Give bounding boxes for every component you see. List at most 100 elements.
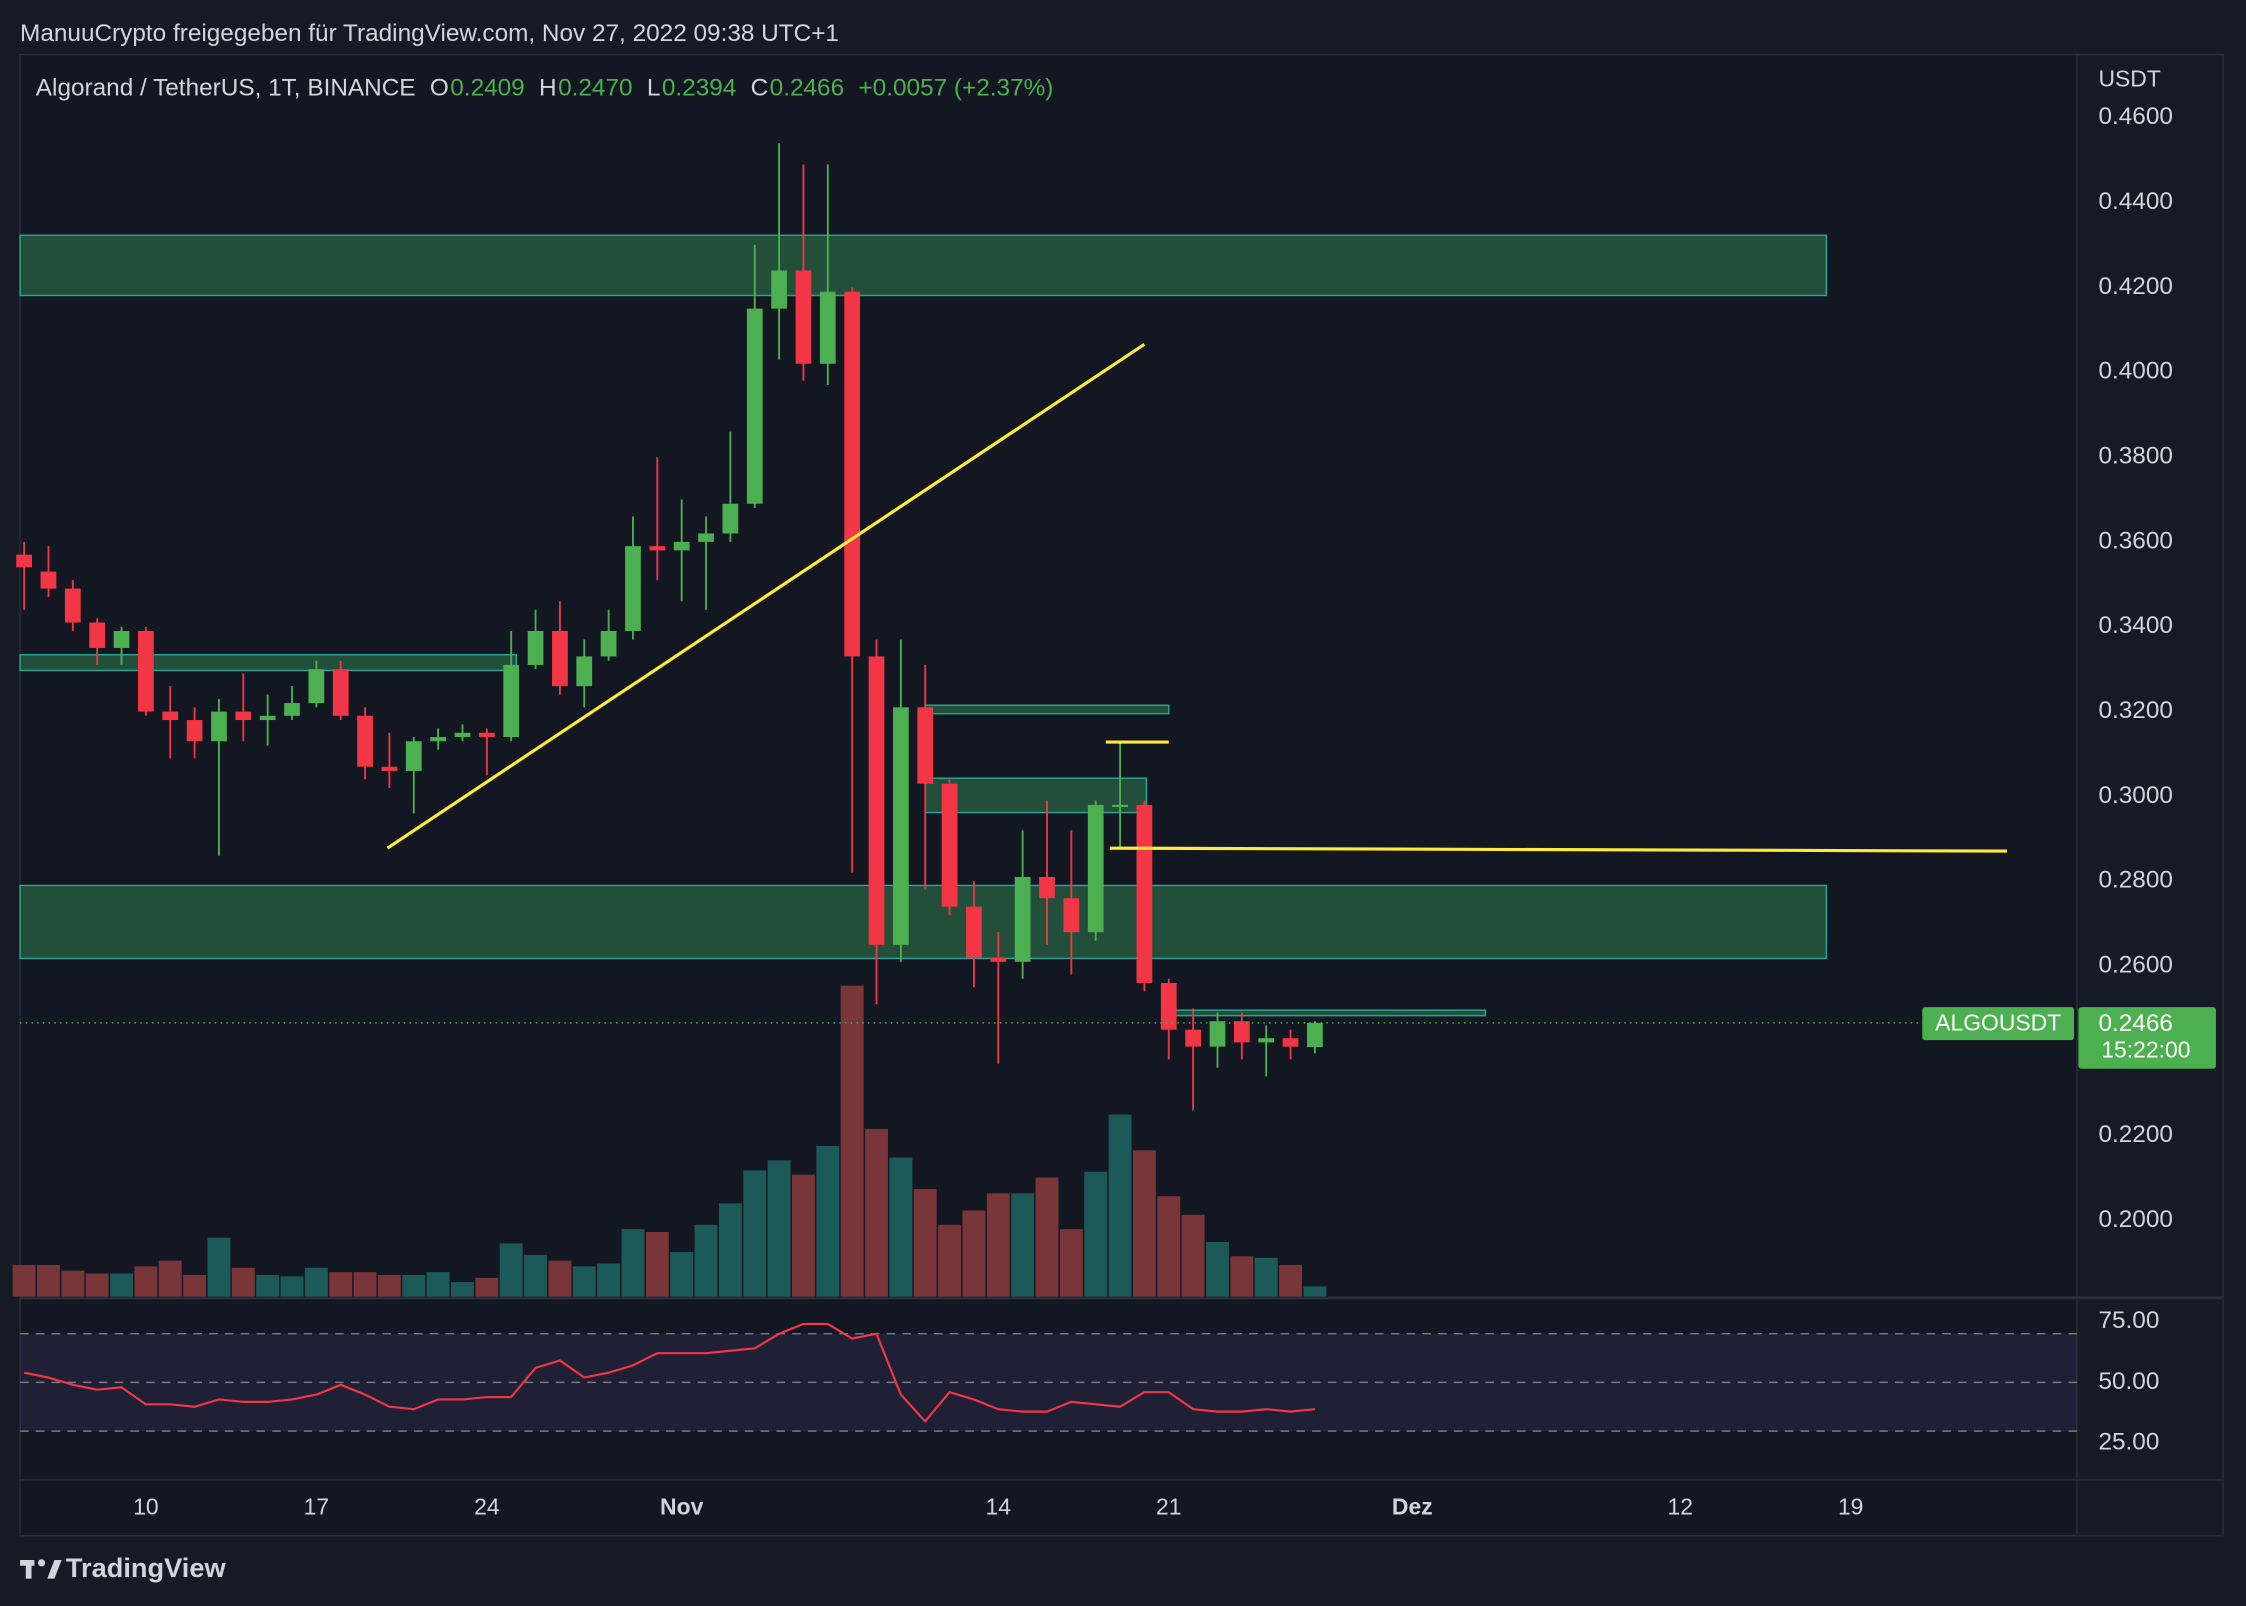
candle-body (746, 308, 763, 504)
legend-key: H (539, 74, 557, 101)
volume-bar (158, 1260, 182, 1297)
candle-body (162, 711, 179, 721)
volume-bar (1035, 1177, 1059, 1297)
y-tick-label: 0.4400 (2098, 188, 2172, 215)
symbol-label: ALGOUSDT (1935, 1009, 2061, 1035)
y-tick-label: 0.4000 (2098, 358, 2172, 385)
legend-value: 0.2470 (558, 74, 632, 101)
drawn-line (386, 342, 1146, 850)
x-tick-label: Nov (660, 1494, 704, 1520)
candle-body (673, 541, 690, 551)
candle-body (89, 622, 106, 648)
candle-body (892, 707, 909, 945)
candle-body (576, 656, 593, 687)
brand: TradingView (66, 1552, 227, 1583)
y-tick-label: 0.2800 (2098, 867, 2172, 894)
candle-body (625, 546, 641, 631)
volume-bar (986, 1193, 1010, 1297)
legend-value: 0.2394 (662, 74, 736, 101)
candle-body (941, 783, 958, 907)
candle-body (430, 737, 447, 742)
candle-body (478, 732, 495, 738)
candle-body (357, 715, 373, 767)
volume-bar (1206, 1242, 1229, 1297)
y-tick-label: 25.00 (2098, 1429, 2159, 1456)
volume-bar (743, 1170, 767, 1297)
candle-body (16, 554, 32, 568)
volume-bar (1254, 1257, 1278, 1297)
volume-bar (913, 1189, 937, 1297)
x-tick-label: 10 (133, 1494, 158, 1520)
candle-body (600, 630, 617, 657)
rsi-line (23, 1322, 1316, 1424)
logo-part (47, 1560, 62, 1579)
x-tick-label: 24 (474, 1494, 500, 1520)
volume-bar (1059, 1229, 1083, 1297)
candle-body (1307, 1022, 1323, 1048)
candle-body (40, 571, 57, 589)
volume-bar (377, 1274, 401, 1297)
legend-value: 0.2466 (770, 74, 844, 101)
y-tick-label: 0.3800 (2098, 443, 2172, 470)
volume-bar (304, 1267, 328, 1297)
candle-body (1136, 804, 1153, 984)
candle-body (698, 533, 714, 542)
legend-key: C (751, 74, 769, 101)
y-tick-label: 0.4600 (2098, 103, 2172, 130)
volume-bar (548, 1260, 572, 1297)
candle-body (211, 711, 227, 742)
volume-bar (962, 1210, 986, 1297)
volume-bar (280, 1276, 304, 1297)
x-tick-label: 14 (986, 1494, 1012, 1520)
candle-body (1039, 876, 1055, 899)
zone (19, 234, 1828, 297)
candle-body (1160, 983, 1177, 1030)
volume-bar (694, 1224, 718, 1297)
legend-title: Algorand / TetherUS, 1T, BINANCE (36, 74, 416, 101)
candle-body (138, 630, 154, 712)
candle-body (966, 906, 982, 958)
volume-bar (767, 1160, 791, 1297)
candle-body (868, 656, 885, 945)
volume-bar (1108, 1114, 1132, 1297)
drawn-line (1109, 846, 2007, 853)
volume-bar (207, 1237, 231, 1297)
candle-body (381, 766, 398, 771)
volume-bar (134, 1266, 158, 1297)
y-tick-label: 0.3600 (2098, 527, 2172, 554)
logo (20, 1559, 62, 1579)
volume-bar (718, 1203, 742, 1297)
candle-body (771, 270, 787, 309)
volume-bar (12, 1264, 36, 1297)
x-tick-label: 21 (1156, 1494, 1181, 1520)
price-label: 0.2466 (2098, 1010, 2172, 1037)
candle-body (1063, 898, 1080, 933)
y-tick-label: 0.2000 (2098, 1206, 2172, 1233)
volume-bar (37, 1264, 60, 1297)
volume-bar (256, 1274, 280, 1297)
y-tick-label: 50.00 (2098, 1368, 2159, 1395)
candle-body (527, 630, 544, 665)
candle-body (259, 715, 276, 721)
zone (19, 884, 1828, 960)
y-tick-label: 0.3200 (2098, 697, 2172, 724)
price-label-box (2078, 1007, 2216, 1069)
header-title: ManuuCrypto freigegeben für TradingView.… (20, 20, 839, 47)
volume-bar (1084, 1171, 1108, 1297)
candle-body (1209, 1021, 1226, 1047)
zone (924, 704, 1170, 715)
volume-bar (816, 1146, 840, 1297)
volume-bar (621, 1229, 645, 1297)
volume-bar (85, 1273, 109, 1297)
volume-bar (938, 1224, 962, 1297)
candle-body (795, 270, 812, 364)
y-tick-label: 75.00 (2098, 1307, 2159, 1334)
candle-body (722, 503, 739, 534)
volume-bar (61, 1270, 85, 1297)
candle-body (844, 291, 861, 657)
frame (19, 53, 2224, 1537)
candle-body (454, 732, 471, 738)
candle-body (1233, 1021, 1250, 1043)
